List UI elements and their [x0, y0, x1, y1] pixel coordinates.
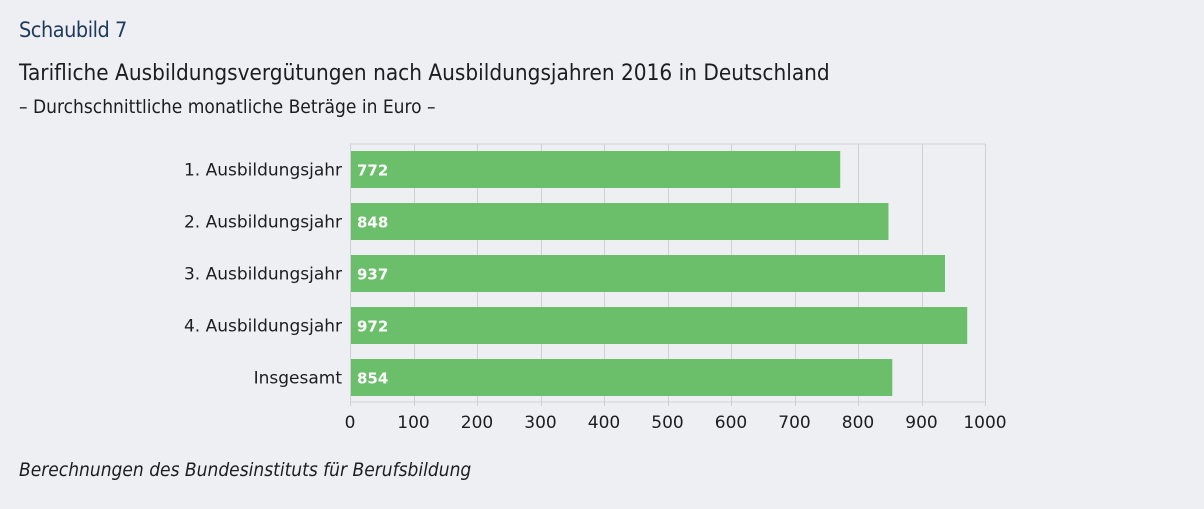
bar: [351, 203, 889, 240]
category-label: 1. Ausbildungsjahr: [184, 161, 342, 181]
x-tick-label: 1000: [963, 413, 1006, 433]
bar: [351, 151, 841, 188]
data-label: 854: [357, 370, 388, 388]
category-label: 3. Ausbildungsjahr: [184, 265, 342, 285]
bar: [351, 307, 968, 344]
data-label: 848: [357, 214, 388, 232]
x-tick-label: 300: [524, 413, 556, 433]
category-label: 2. Ausbildungsjahr: [184, 213, 342, 233]
x-tick-label: 500: [651, 413, 683, 433]
bar: [351, 255, 945, 292]
x-tick-label: 400: [588, 413, 620, 433]
source-note: Berechnungen des Bundesinstituts für Ber…: [19, 459, 472, 481]
x-tick-label: 200: [461, 413, 493, 433]
category-label: Insgesamt: [254, 369, 343, 389]
x-tick-label: 600: [715, 413, 747, 433]
x-axis-tick-labels: 0 100 200 300 400 500 600 700 800 900 1000: [345, 413, 1007, 433]
figure-label: Schaubild 7: [19, 18, 127, 42]
x-tick-label: 700: [778, 413, 810, 433]
data-label: 972: [357, 318, 388, 336]
x-tick-label: 0: [345, 413, 356, 433]
chart-subtitle: – Durchschnittliche monatliche Beträge i…: [19, 96, 436, 118]
bar: [351, 359, 893, 396]
category-labels: 1. Ausbildungsjahr 2. Ausbildungsjahr 3. A…: [184, 161, 342, 389]
data-label: 772: [357, 162, 388, 180]
x-tick-label: 900: [905, 413, 937, 433]
x-tick-label: 100: [397, 413, 429, 433]
x-tick-label: 800: [842, 413, 874, 433]
bars: 772 848 937 972 854: [351, 151, 968, 396]
figure-label-block: Schaubild 7: [19, 18, 136, 42]
chart-title: Tarifliche Ausbildungsvergütungen nach A…: [19, 61, 830, 86]
category-label: 4. Ausbildungsjahr: [184, 317, 342, 337]
data-label: 937: [357, 266, 388, 284]
